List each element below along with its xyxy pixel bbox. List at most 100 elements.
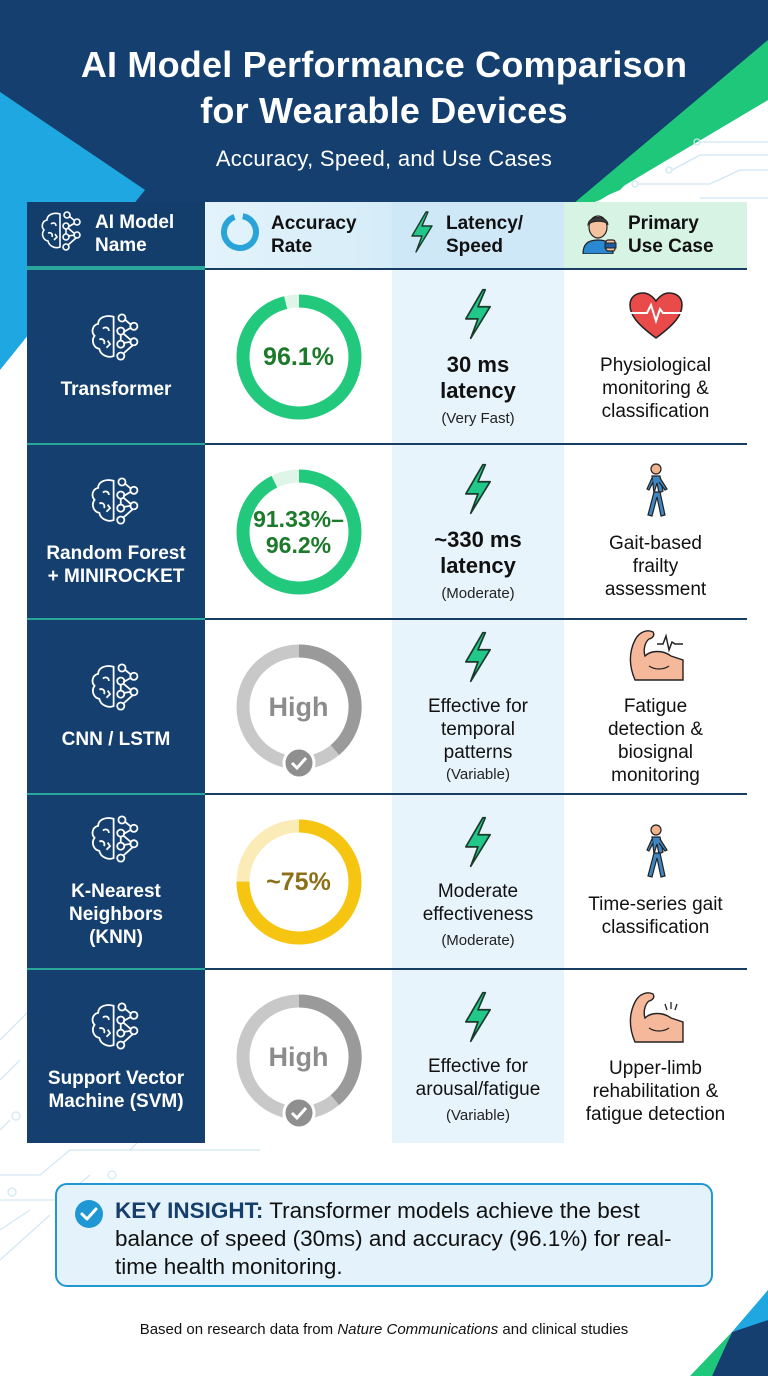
header-latency: Latency/ Speed xyxy=(392,202,564,268)
use-case-cell: Upper-limb rehabilitation & fatigue dete… xyxy=(564,968,747,1143)
use-case-text: Gait-based frailty assessment xyxy=(604,532,707,600)
table-row: Support Vector Machine (SVM) High Effect… xyxy=(27,968,747,1143)
footnote-journal: Nature Communications xyxy=(337,1321,499,1338)
latency-cell: Moderate effectiveness (Moderate) xyxy=(392,793,564,968)
model-name-cell: Transformer xyxy=(27,268,205,443)
accuracy-cell: 96.1% xyxy=(205,268,392,443)
lightning-icon xyxy=(408,210,436,260)
accuracy-cell: ~75% xyxy=(205,793,392,968)
table-row: Transformer 96.1% 30 ms latency (Very Fa… xyxy=(27,268,747,443)
latency-rating: (Moderate) xyxy=(441,584,515,602)
use-case-text: Time-series gait classification xyxy=(588,894,723,938)
accuracy-ring: ~75% xyxy=(235,818,363,946)
insight-text: KEY INSIGHT: Transformer models achieve … xyxy=(115,1197,695,1281)
latency-cell: ~330 ms latency (Moderate) xyxy=(392,443,564,618)
latency-value: Effective for arousal/fatigue xyxy=(415,1055,541,1100)
source-footnote: Based on research data from Nature Commu… xyxy=(0,1321,768,1338)
brain-network-icon xyxy=(88,814,144,870)
lightning-icon xyxy=(461,990,495,1049)
model-name-cell: K-Nearest Neighbors (KNN) xyxy=(27,793,205,968)
latency-cell: Effective for temporal patterns (Variabl… xyxy=(392,618,564,793)
model-name-cell: Support Vector Machine (SVM) xyxy=(27,968,205,1143)
model-name: CNN / LSTM xyxy=(61,729,171,750)
latency-rating: (Moderate) xyxy=(441,931,515,949)
header-label: AI Model xyxy=(95,212,175,233)
use-case-cell: Gait-based frailty assessment xyxy=(564,443,747,618)
model-name: K-Nearest Neighbors (KNN) xyxy=(69,881,163,948)
latency-value: Effective for temporal patterns xyxy=(428,696,528,763)
page-title: AI Model Performance Comparison for Wear… xyxy=(0,42,768,134)
brain-network-icon xyxy=(88,662,144,718)
brain-network-icon xyxy=(88,1001,144,1057)
key-insight-callout: KEY INSIGHT: Transformer models achieve … xyxy=(55,1183,713,1287)
use-case-cell: Physiological monitoring & classificatio… xyxy=(564,268,747,443)
lightning-icon xyxy=(461,815,495,874)
table-header-row: AI Model Name Accuracy Rate Latenc xyxy=(27,202,747,268)
use-case-text: Fatigue detection & biosignal monitoring xyxy=(607,696,704,786)
model-name: Support Vector Machine (SVM) xyxy=(47,1067,185,1112)
accuracy-value: 91.33%–96.2% xyxy=(253,505,344,558)
accuracy-ring: High xyxy=(235,643,363,779)
accuracy-value: High xyxy=(268,691,329,722)
model-name: Transformer xyxy=(60,379,172,400)
header-use-case: Primary Use Case xyxy=(564,202,747,268)
footnote-suffix: and clinical studies xyxy=(498,1321,629,1338)
flexed-arm-icon xyxy=(625,988,687,1049)
header-accuracy: Accuracy Rate xyxy=(205,202,392,268)
accuracy-ring: 91.33%–96.2% xyxy=(235,468,363,596)
lightning-icon xyxy=(461,462,495,521)
latency-cell: Effective for arousal/fatigue (Variable) xyxy=(392,968,564,1143)
model-name-cell: Random Forest + MINIROCKET xyxy=(27,443,205,618)
model-name-cell: CNN / LSTM xyxy=(27,618,205,793)
title-line-2: for Wearable Devices xyxy=(200,90,568,131)
latency-value: 30 ms latency xyxy=(440,351,516,403)
accuracy-ring: 96.1% xyxy=(235,293,363,421)
brain-network-icon xyxy=(88,312,144,368)
brain-network-icon xyxy=(88,476,144,532)
person-smartwatch-icon xyxy=(580,210,618,260)
latency-rating: (Variable) xyxy=(446,766,510,783)
use-case-cell: Fatigue detection & biosignal monitoring xyxy=(564,618,747,793)
header-label: Rate xyxy=(271,236,313,257)
title-line-1: AI Model Performance Comparison xyxy=(80,44,688,85)
table-row: CNN / LSTM High Effective for temporal p… xyxy=(27,618,747,793)
model-name: Random Forest + MINIROCKET xyxy=(46,542,186,587)
walking-person-icon xyxy=(639,462,673,524)
header-label: Latency/ xyxy=(446,213,524,234)
brain-network-icon xyxy=(39,210,85,258)
lightning-icon xyxy=(461,630,495,689)
header-label: Primary xyxy=(628,213,699,234)
accuracy-ring: High xyxy=(235,993,363,1129)
footnote-prefix: Based on research data from xyxy=(139,1321,338,1338)
lightning-icon xyxy=(461,287,495,346)
latency-value: Moderate effectiveness xyxy=(422,880,534,925)
ring-icon xyxy=(219,211,261,259)
accuracy-value: 96.1% xyxy=(263,342,334,371)
insight-label: KEY INSIGHT: xyxy=(115,1198,264,1223)
use-case-text: Physiological monitoring & classificatio… xyxy=(600,354,711,422)
insight-body: Transformer models achieve the best bala… xyxy=(115,1198,672,1279)
header-label: Accuracy xyxy=(271,213,357,234)
latency-cell: 30 ms latency (Very Fast) xyxy=(392,268,564,443)
use-case-text: Upper-limb rehabilitation & fatigue dete… xyxy=(585,1057,726,1125)
latency-rating: (Variable) xyxy=(446,1106,510,1124)
table-row: K-Nearest Neighbors (KNN) ~75% Moderate … xyxy=(27,793,747,968)
latency-rating: (Very Fast) xyxy=(441,409,515,427)
comparison-table: AI Model Name Accuracy Rate Latenc xyxy=(27,202,747,1143)
heart-ecg-icon xyxy=(627,291,685,346)
accuracy-cell: 91.33%–96.2% xyxy=(205,443,392,618)
flexed-arm-pulse-icon xyxy=(625,626,687,687)
header-model-name: AI Model Name xyxy=(27,202,205,268)
page-subtitle: Accuracy, Speed, and Use Cases xyxy=(215,146,553,171)
accuracy-value: ~75% xyxy=(266,867,331,896)
header-label: Use Case xyxy=(628,236,714,257)
walking-person-icon xyxy=(639,824,673,885)
header-label: Name xyxy=(95,235,147,256)
table-row: Random Forest + MINIROCKET 91.33%–96.2% … xyxy=(27,443,747,618)
use-case-cell: Time-series gait classification xyxy=(564,793,747,968)
header-label: Speed xyxy=(446,236,504,257)
accuracy-cell: High xyxy=(205,968,392,1143)
check-circle-icon xyxy=(74,1199,104,1234)
latency-value: ~330 ms latency xyxy=(434,526,522,578)
accuracy-value: High xyxy=(268,1041,329,1072)
